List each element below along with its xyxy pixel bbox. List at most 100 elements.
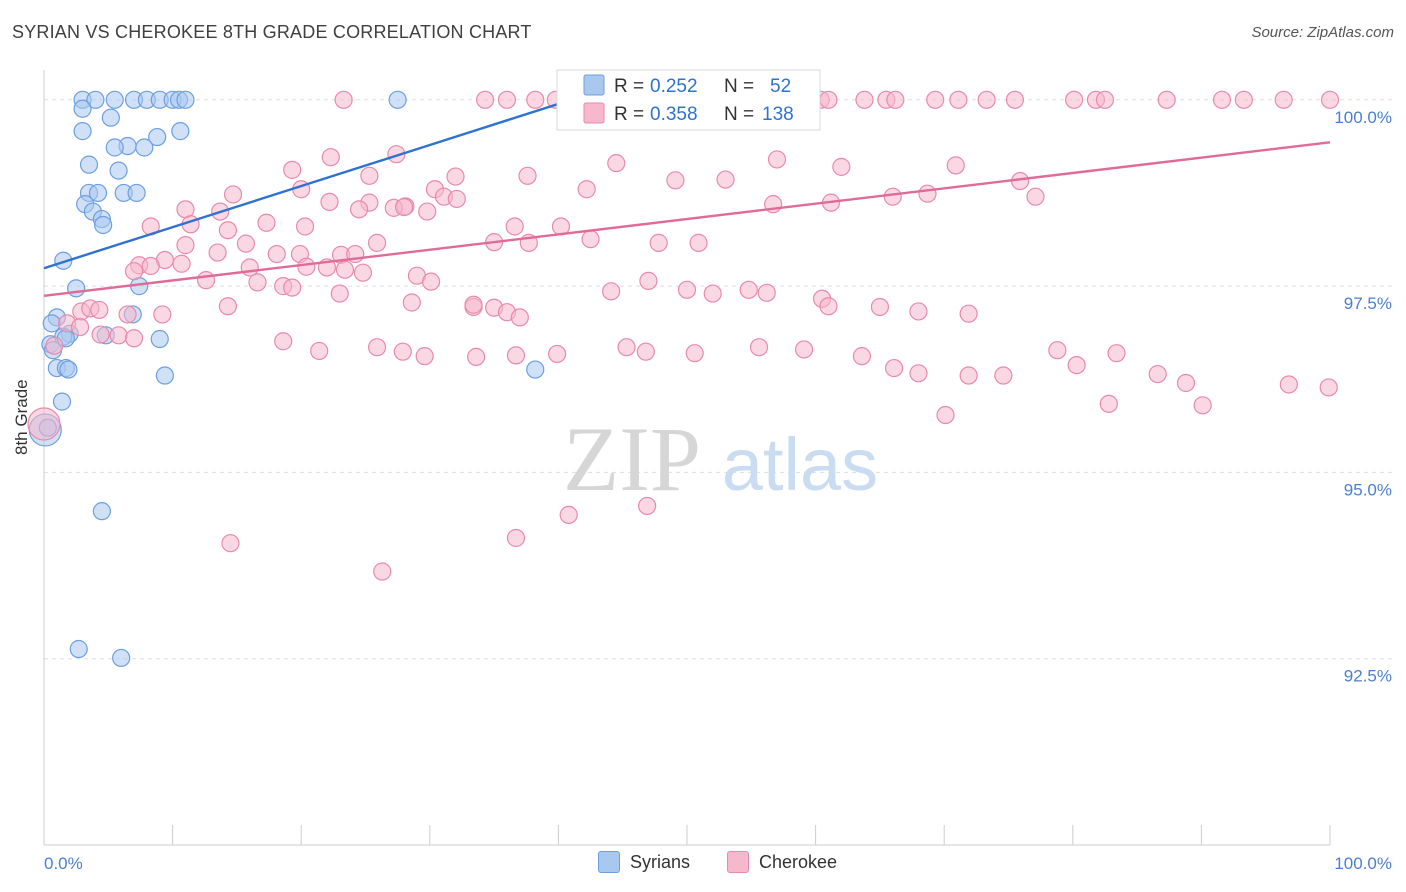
- cherokee-point-33: [946, 156, 965, 175]
- series-syrians: [28, 90, 545, 668]
- syrians-point-46: [52, 392, 72, 411]
- cherokee-point-152: [936, 405, 955, 425]
- y-tick-label-3: 92.5%: [1344, 667, 1392, 686]
- x-tick-label-0: 0.0%: [44, 854, 83, 873]
- cherokee-point-92: [421, 272, 441, 291]
- syrians-trend-line: [43, 98, 572, 270]
- cherokee-point-114: [118, 305, 137, 324]
- legend-item-syrians[interactable]: Syrians: [598, 851, 690, 873]
- cherokee-point-63: [218, 221, 237, 240]
- cherokee-point-160: [45, 336, 64, 355]
- cherokee-point-123: [91, 325, 110, 344]
- legend-item-cherokee[interactable]: Cherokee: [727, 851, 837, 873]
- cherokee-point-49: [883, 187, 902, 206]
- cherokee-point-2: [497, 90, 517, 109]
- cherokee-point-98: [402, 293, 421, 312]
- y-tick-label-0: 100.0%: [1334, 108, 1392, 127]
- syrians-point-16: [105, 138, 124, 157]
- legend-swatch-cherokee-bottom: [727, 851, 749, 873]
- cherokee-point-17: [949, 90, 968, 109]
- cherokee-point-96: [283, 278, 302, 297]
- cherokee-point-127: [310, 341, 329, 361]
- legend-r-value-2: 0.358: [650, 104, 698, 125]
- cherokee-point-82: [172, 254, 191, 273]
- cherokee-point-30: [607, 154, 626, 173]
- cherokee-point-134: [617, 338, 636, 357]
- syrians-point-48: [92, 502, 111, 521]
- cherokee-point-137: [749, 338, 769, 357]
- syrians-point-2: [105, 90, 124, 109]
- watermark-atlas: atlas: [722, 423, 878, 506]
- cherokee-point-107: [819, 297, 838, 316]
- cherokee-point-19: [1005, 90, 1025, 109]
- syrians-point-28: [54, 251, 73, 270]
- cherokee-point-59: [394, 198, 414, 217]
- cherokee-point-28: [321, 148, 340, 167]
- cherokee-point-35: [360, 166, 379, 185]
- tick-labels: 100.0% 97.5% 95.0% 92.5% 0.0% 100.0%: [44, 108, 1392, 873]
- cherokee-point-51: [1026, 187, 1045, 206]
- syrians-point-50: [112, 648, 131, 668]
- cherokee-point-34: [283, 160, 302, 179]
- cherokee-point-74: [649, 233, 668, 252]
- inset-legend: R = 0.252 N = 52 R = 0.358 N = 138: [556, 69, 821, 131]
- cherokee-point-27: [1320, 90, 1340, 109]
- syrians-point-19: [109, 161, 128, 180]
- cherokee-point-158: [373, 562, 392, 581]
- legend-n-label-2: N =: [724, 104, 754, 125]
- cherokee-point-129: [393, 342, 412, 361]
- cherokee-point-32: [832, 157, 851, 176]
- cherokee-point-150: [1279, 375, 1298, 394]
- cherokee-point-86: [240, 258, 259, 277]
- legend-n-label-1: N =: [724, 76, 754, 97]
- cherokee-point-142: [959, 366, 978, 385]
- cherokee-point-93: [196, 271, 216, 290]
- cherokee-point-16: [926, 90, 945, 109]
- cherokee-point-103: [703, 284, 722, 303]
- cherokee-point-36: [446, 167, 465, 186]
- cherokee-point-22: [1095, 90, 1115, 109]
- cherokee-point-1: [475, 90, 495, 109]
- syrians-point-11: [101, 108, 120, 127]
- cherokee-point-85: [141, 256, 160, 276]
- cherokee-point-146: [1107, 344, 1126, 363]
- cherokee-point-109: [909, 302, 928, 321]
- cherokee-point-155: [506, 528, 526, 548]
- cherokee-point-18: [977, 90, 996, 109]
- syrians-point-23: [127, 183, 146, 203]
- cherokee-point-76: [208, 243, 227, 262]
- cherokee-point-68: [581, 230, 600, 249]
- cherokee-trend-line: [43, 141, 1331, 297]
- legend-swatch-syrians: [583, 74, 605, 96]
- cherokee-point-105: [757, 283, 776, 302]
- cherokee-point-65: [295, 217, 315, 236]
- cherokee-point-117: [464, 295, 483, 314]
- legend-n-value-2: 138: [762, 104, 794, 125]
- syrians-point-27: [94, 215, 113, 235]
- syrians-point-13: [171, 122, 190, 141]
- cherokee-point-108: [870, 297, 890, 317]
- cherokee-point-128: [367, 338, 387, 357]
- cherokee-point-57: [349, 200, 369, 219]
- cherokee-point-31: [767, 150, 787, 169]
- cherokee-point-131: [466, 347, 486, 366]
- cherokee-point-102: [677, 280, 697, 299]
- syrians-point-44: [155, 366, 174, 385]
- syrians-point-21: [88, 183, 108, 203]
- legend-n-value-1: 52: [770, 76, 791, 97]
- cherokee-point-75: [689, 233, 708, 252]
- legend-r-label-2: R =: [614, 104, 644, 125]
- cherokee-point-38: [666, 171, 685, 190]
- cherokee-point-113: [90, 300, 109, 320]
- cherokee-point-115: [153, 305, 172, 324]
- cherokee-point-15: [886, 90, 905, 109]
- cherokee-point-69: [176, 236, 195, 255]
- watermark-zip: ZIP: [563, 408, 701, 510]
- cherokee-point-147: [1148, 364, 1167, 384]
- syrians-point-29: [67, 279, 86, 298]
- cherokee-point-70: [236, 234, 256, 253]
- cherokee-point-87: [297, 257, 316, 276]
- cherokee-point-143: [994, 366, 1013, 385]
- cherokee-point-23: [1157, 90, 1176, 109]
- legend-r-label-1: R =: [614, 76, 644, 97]
